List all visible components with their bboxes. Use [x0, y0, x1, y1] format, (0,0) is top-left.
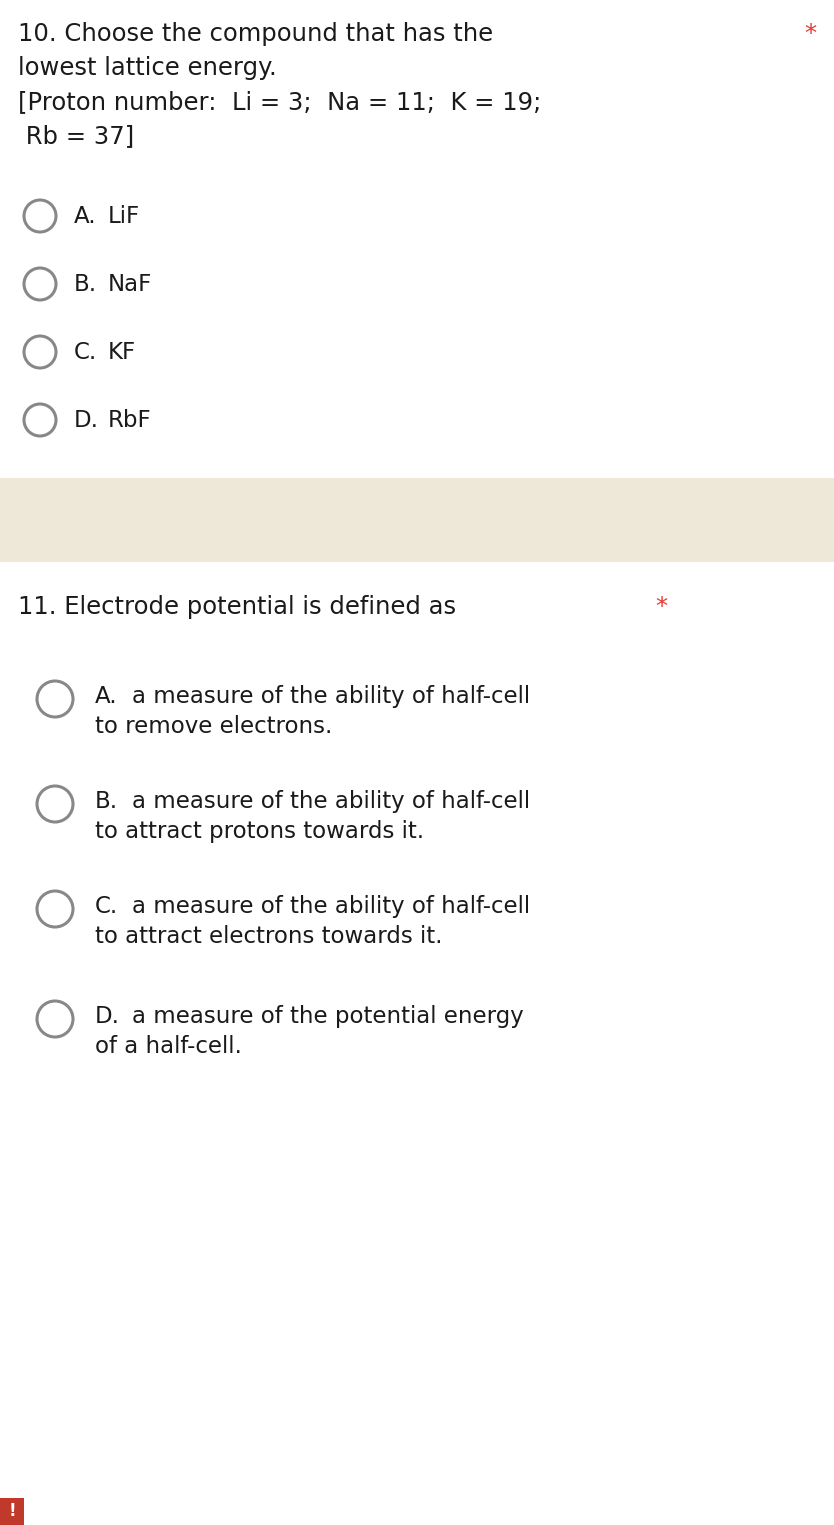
Text: NaF: NaF: [108, 273, 153, 296]
Text: C.: C.: [74, 342, 98, 364]
Text: a measure of the ability of half-cell: a measure of the ability of half-cell: [132, 895, 530, 918]
Text: a measure of the ability of half-cell: a measure of the ability of half-cell: [132, 790, 530, 813]
Text: Rb = 37]: Rb = 37]: [18, 124, 134, 148]
Text: to remove electrons.: to remove electrons.: [95, 715, 333, 738]
Text: B.: B.: [74, 273, 97, 296]
Text: *: *: [655, 595, 667, 619]
Text: B.: B.: [95, 790, 118, 813]
Text: to attract electrons towards it.: to attract electrons towards it.: [95, 926, 443, 949]
Bar: [0, 1498, 24, 1525]
Text: 11. Electrode potential is defined as: 11. Electrode potential is defined as: [18, 595, 456, 619]
Text: LiF: LiF: [108, 204, 140, 229]
Text: lowest lattice energy.: lowest lattice energy.: [18, 56, 277, 79]
Text: !: !: [8, 1502, 16, 1520]
Text: [Proton number:  Li = 3;  Na = 11;  K = 19;: [Proton number: Li = 3; Na = 11; K = 19;: [18, 90, 541, 114]
Text: a measure of the ability of half-cell: a measure of the ability of half-cell: [132, 685, 530, 708]
Text: A.: A.: [74, 204, 97, 229]
Text: of a half-cell.: of a half-cell.: [95, 1035, 242, 1058]
Text: to attract protons towards it.: to attract protons towards it.: [95, 820, 425, 843]
Text: a measure of the potential energy: a measure of the potential energy: [132, 1005, 524, 1028]
Text: 10. Choose the compound that has the: 10. Choose the compound that has the: [18, 21, 493, 46]
Text: D.: D.: [95, 1005, 120, 1028]
Text: C.: C.: [95, 895, 118, 918]
Text: RbF: RbF: [108, 409, 152, 432]
Text: *: *: [804, 21, 816, 46]
Text: D.: D.: [74, 409, 99, 432]
Bar: [0, 477, 834, 563]
Text: KF: KF: [108, 342, 136, 364]
Text: A.: A.: [95, 685, 118, 708]
